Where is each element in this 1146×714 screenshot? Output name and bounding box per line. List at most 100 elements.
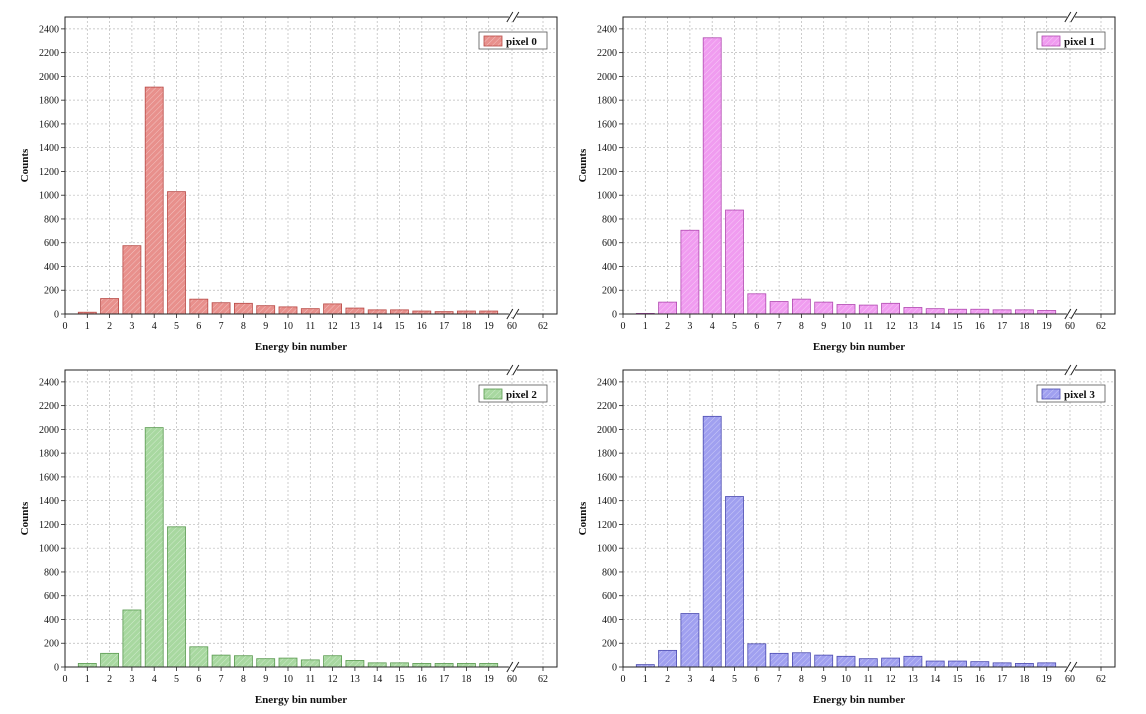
bar-bin-12 [881,657,901,668]
y-tick-label: 200 [602,286,617,297]
bar-bin-7 [769,301,789,315]
y-tick-label: 1600 [597,119,617,130]
y-tick-label: 0 [612,310,617,321]
x-tick-label: 9 [263,321,268,332]
y-tick-label: 1600 [39,119,59,130]
bar-bin-9 [814,301,834,315]
axis-break-mark [512,11,520,23]
bar-bin-17 [992,662,1012,668]
legend-label: pixel 2 [506,389,537,401]
x-tick-label: 6 [196,321,201,332]
x-tick-label: 4 [152,674,157,685]
y-tick-label: 200 [602,639,617,650]
bar-bin-10 [836,304,856,315]
bar-bin-3 [122,609,142,668]
x-tick-label: 7 [777,321,782,332]
axis-break-mark [506,661,514,673]
y-tick-label: 200 [44,639,59,650]
bar-bin-15 [390,309,409,315]
bar-bin-5 [167,191,186,315]
x-tick-label: 1 [85,321,90,332]
x-tick-label: 11 [863,321,873,332]
y-tick-label: 800 [44,214,59,225]
bar-bin-6 [189,298,209,315]
bar-bin-6 [747,643,767,668]
x-tick-label: 9 [821,321,826,332]
x-tick-label: 60 [507,321,517,332]
y-tick-label: 800 [602,214,617,225]
bar-bin-4 [702,415,722,668]
y-axis-title: Counts [577,501,589,535]
x-tick-label: 1 [643,321,648,332]
bar-bin-11 [300,659,320,668]
axis-break-mark [1070,308,1078,320]
bar-bin-7 [211,654,231,668]
axis-break-mark [1070,661,1078,673]
bar-bin-19 [479,663,499,668]
legend-swatch [483,388,503,400]
x-tick-label: 4 [152,321,157,332]
x-tick-label: 10 [841,674,851,685]
axis-break-mark [1070,11,1078,23]
x-axis-title: Energy bin number [813,694,905,706]
bar-bin-13 [345,660,365,668]
bar-bin-9 [814,654,834,668]
x-tick-label: 4 [710,674,715,685]
x-tick-label: 17 [997,321,1007,332]
x-tick-label: 11 [863,674,873,685]
x-tick-label: 62 [1096,321,1106,332]
y-tick-label: 600 [44,238,59,249]
y-axis-title: Counts [19,501,31,535]
x-tick-label: 18 [1019,674,1029,685]
y-tick-label: 1800 [597,96,617,107]
bar-bin-10 [278,306,298,315]
bar-bin-11 [300,308,320,315]
y-tick-label: 2200 [39,48,59,59]
bar-bin-15 [948,308,967,315]
bar-bin-19 [1037,310,1057,315]
x-tick-label: 6 [754,321,759,332]
bar-bin-18 [1014,663,1034,668]
y-tick-label: 1200 [597,520,617,531]
x-tick-label: 17 [439,321,449,332]
x-tick-label: 3 [129,674,134,685]
x-tick-label: 62 [1096,674,1106,685]
bar-bin-14 [367,309,387,315]
bar-bin-5 [725,209,744,315]
x-tick-label: 1 [85,674,90,685]
axis-break-gap [1066,664,1075,670]
bar-bin-13 [903,655,923,668]
bar-bin-12 [881,302,901,315]
axis-break-mark [1070,364,1078,376]
y-tick-label: 2200 [39,401,59,412]
bar-bin-15 [948,660,967,668]
plot-frame [64,16,558,315]
bar-bin-16 [970,661,990,668]
axis-break-mark [512,364,520,376]
y-tick-label: 0 [612,663,617,674]
plot-frame [64,369,558,668]
x-tick-label: 0 [63,321,68,332]
y-tick-label: 2000 [597,425,617,436]
x-tick-label: 60 [1065,321,1075,332]
bar-bin-8 [791,298,811,315]
bar-bin-5 [725,496,744,668]
x-tick-label: 19 [1042,674,1052,685]
x-tick-label: 9 [263,674,268,685]
bar-bin-2 [100,652,119,668]
x-tick-label: 8 [799,674,804,685]
y-tick-label: 400 [602,262,617,273]
y-tick-label: 1200 [597,167,617,178]
bar-bin-17 [992,309,1012,315]
chart-panel-pixel-3: 0 200 400 600 800 1000 1200 1400 1600 1800 2000 220… [558,353,1131,710]
bar-bin-4 [144,86,164,315]
bar-chart-pixel-0: 0200400600800100012001400160018002000220… [19,11,558,353]
y-tick-label: 2400 [597,24,617,35]
bar-bin-9 [256,305,276,315]
bar-bin-2 [658,301,677,315]
axis-break-mark [512,661,520,673]
y-tick-label: 600 [44,591,59,602]
axis-break-mark [1064,661,1072,673]
x-tick-label: 13 [908,674,918,685]
x-tick-label: 10 [841,321,851,332]
